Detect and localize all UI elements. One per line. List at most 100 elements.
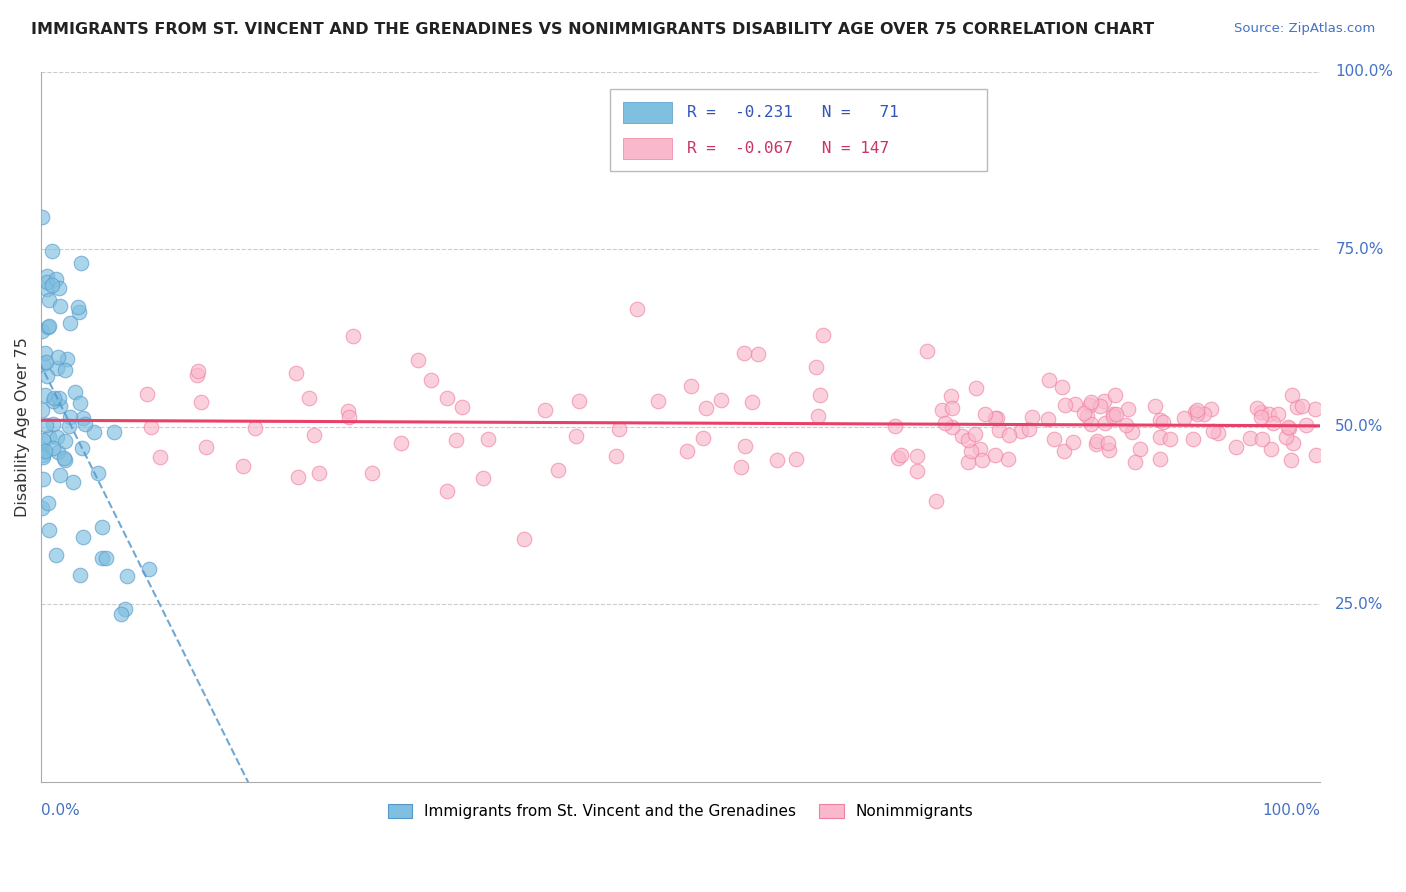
Point [48,391,70,405]
Point [695,401,717,415]
Point [965,426,987,441]
Point [513,532,536,546]
Point [1279,453,1302,467]
Point [1094,417,1116,431]
Point [730,460,752,475]
Point [1123,454,1146,468]
Point [31,210,53,224]
Point [1104,388,1126,402]
Point [733,346,755,360]
Text: R =  -0.231   N =   71: R = -0.231 N = 71 [688,105,898,120]
Point [408,352,430,367]
Point [957,434,980,448]
Point [988,423,1011,437]
Point [998,428,1021,442]
Point [48,281,70,295]
Point [72,530,94,544]
Point [941,401,963,416]
Point [1073,407,1095,421]
Point [1199,402,1222,417]
Point [35,355,58,369]
Point [471,471,494,485]
Point [950,429,973,443]
Point [1250,405,1272,419]
Point [419,373,441,387]
Point [804,359,827,374]
Point [1038,411,1060,425]
Point [72,411,94,425]
Point [45,272,67,286]
Point [1263,416,1285,430]
Point [67,300,90,314]
Point [285,366,308,380]
Point [681,379,703,393]
Text: 50.0%: 50.0% [1336,419,1384,434]
Point [37,496,59,510]
Point [983,411,1005,425]
Point [34,346,56,360]
Point [38,319,60,334]
Point [1225,441,1247,455]
Point [1250,410,1272,425]
Point [59,409,82,424]
Bar [623,102,672,123]
Point [243,421,266,435]
Point [48,299,70,313]
Point [91,520,114,534]
Point [957,455,980,469]
Point [605,449,627,463]
Point [49,400,72,414]
Point [1050,380,1073,394]
Point [35,417,58,432]
Point [1085,437,1108,451]
Point [337,404,360,418]
Point [32,357,55,371]
Point [766,453,789,467]
Point [886,450,908,465]
Point [884,419,907,434]
Point [70,256,93,270]
Point [436,483,458,498]
Point [360,466,382,480]
Point [32,448,55,462]
Point [997,452,1019,467]
Point [31,501,53,516]
Point [533,403,555,417]
Bar [623,137,672,159]
Point [35,275,58,289]
Point [1305,448,1327,462]
Point [1291,399,1313,413]
Point [190,395,212,409]
Text: Source: ZipAtlas.com: Source: ZipAtlas.com [1234,22,1375,36]
Point [63,385,86,400]
Point [1173,411,1195,425]
Point [1185,403,1208,417]
Point [35,282,58,296]
Point [149,450,172,464]
Point [931,403,953,417]
Y-axis label: Disability Age Over 75: Disability Age Over 75 [15,336,30,516]
Point [1258,407,1281,421]
Point [1021,409,1043,424]
Point [747,346,769,360]
Point [1267,407,1289,421]
Point [298,391,321,405]
Point [53,453,76,467]
Point [45,430,67,444]
Point [53,434,76,448]
Point [1239,431,1261,445]
Point [1278,421,1301,435]
Point [87,466,110,480]
Point [959,444,981,458]
Point [1116,402,1139,417]
Point [69,568,91,582]
Point [565,429,588,443]
Point [1092,394,1115,409]
Point [1303,402,1326,417]
Point [1097,442,1119,457]
Point [42,394,65,409]
Point [31,442,53,456]
Point [1076,409,1098,423]
Point [1102,407,1125,421]
Point [37,320,59,334]
